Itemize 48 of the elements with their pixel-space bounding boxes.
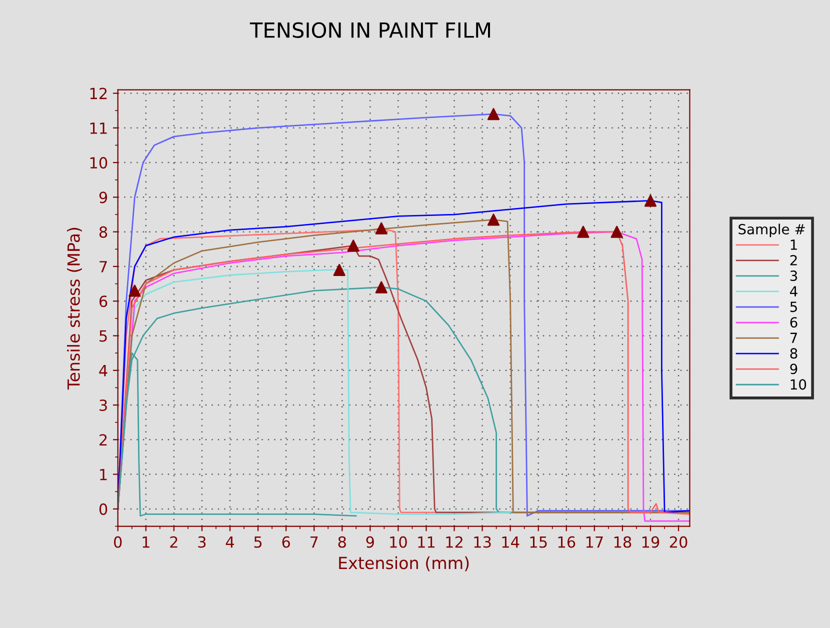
- x-tick-label: 4: [226, 536, 234, 548]
- x-tick-label: 2: [170, 536, 178, 548]
- legend-label: 7: [790, 332, 797, 343]
- legend-label: 1: [790, 240, 797, 250]
- y-tick-label: 9: [99, 192, 108, 204]
- x-tick-label: 20: [670, 536, 688, 548]
- x-tick-label: 18: [614, 536, 632, 548]
- y-tick-label: 7: [100, 261, 107, 272]
- x-tick-label: 9: [366, 536, 374, 548]
- legend-label: 2: [790, 254, 797, 266]
- x-tick-label: 14: [502, 536, 520, 548]
- y-tick-label: 5: [100, 330, 107, 342]
- y-tick-label: 11: [90, 122, 107, 134]
- y-tick-label: 4: [99, 365, 108, 376]
- x-axis-title: Extension (mm): [339, 556, 469, 572]
- x-tick-label: 16: [558, 536, 576, 548]
- y-tick-label: 6: [99, 296, 108, 308]
- x-tick-label: 0: [114, 536, 122, 548]
- x-tick-label: 8: [338, 536, 346, 548]
- x-tick-label: 3: [198, 536, 206, 548]
- legend-label: 6: [790, 317, 798, 328]
- y-axis-title: Tensile stress (MPa): [67, 228, 82, 390]
- legend-label: 8: [790, 348, 798, 359]
- x-tick-label: 7: [310, 536, 318, 548]
- y-tick-label: 10: [90, 157, 108, 169]
- chart-title: TENSION IN PAINT FILM: [250, 22, 490, 38]
- y-tick-label: 2: [100, 434, 107, 446]
- legend-label: 4: [790, 286, 798, 296]
- x-tick-label: 6: [282, 536, 290, 548]
- y-tick-label: 3: [100, 399, 107, 412]
- legend-label: 10: [790, 379, 806, 390]
- y-tick-label: 1: [100, 468, 107, 480]
- x-tick-label: 19: [642, 536, 660, 548]
- y-tick-label: 8: [99, 226, 108, 238]
- x-tick-label: 5: [254, 536, 262, 548]
- x-tick-label: 10: [390, 536, 407, 548]
- x-tick-label: 1: [142, 536, 150, 548]
- x-tick-label: 12: [446, 536, 462, 548]
- x-tick-label: 11: [418, 536, 435, 548]
- x-tick-label: 17: [586, 536, 603, 548]
- x-tick-label: 15: [530, 536, 547, 548]
- legend-label: 3: [790, 270, 798, 282]
- legend-label: 5: [790, 302, 797, 312]
- legend-label: 9: [790, 364, 798, 374]
- x-tick-label: 13: [474, 536, 491, 548]
- y-tick-label: 0: [99, 503, 108, 515]
- y-tick-label: 12: [90, 88, 107, 100]
- legend-title: Sample #: [738, 224, 805, 238]
